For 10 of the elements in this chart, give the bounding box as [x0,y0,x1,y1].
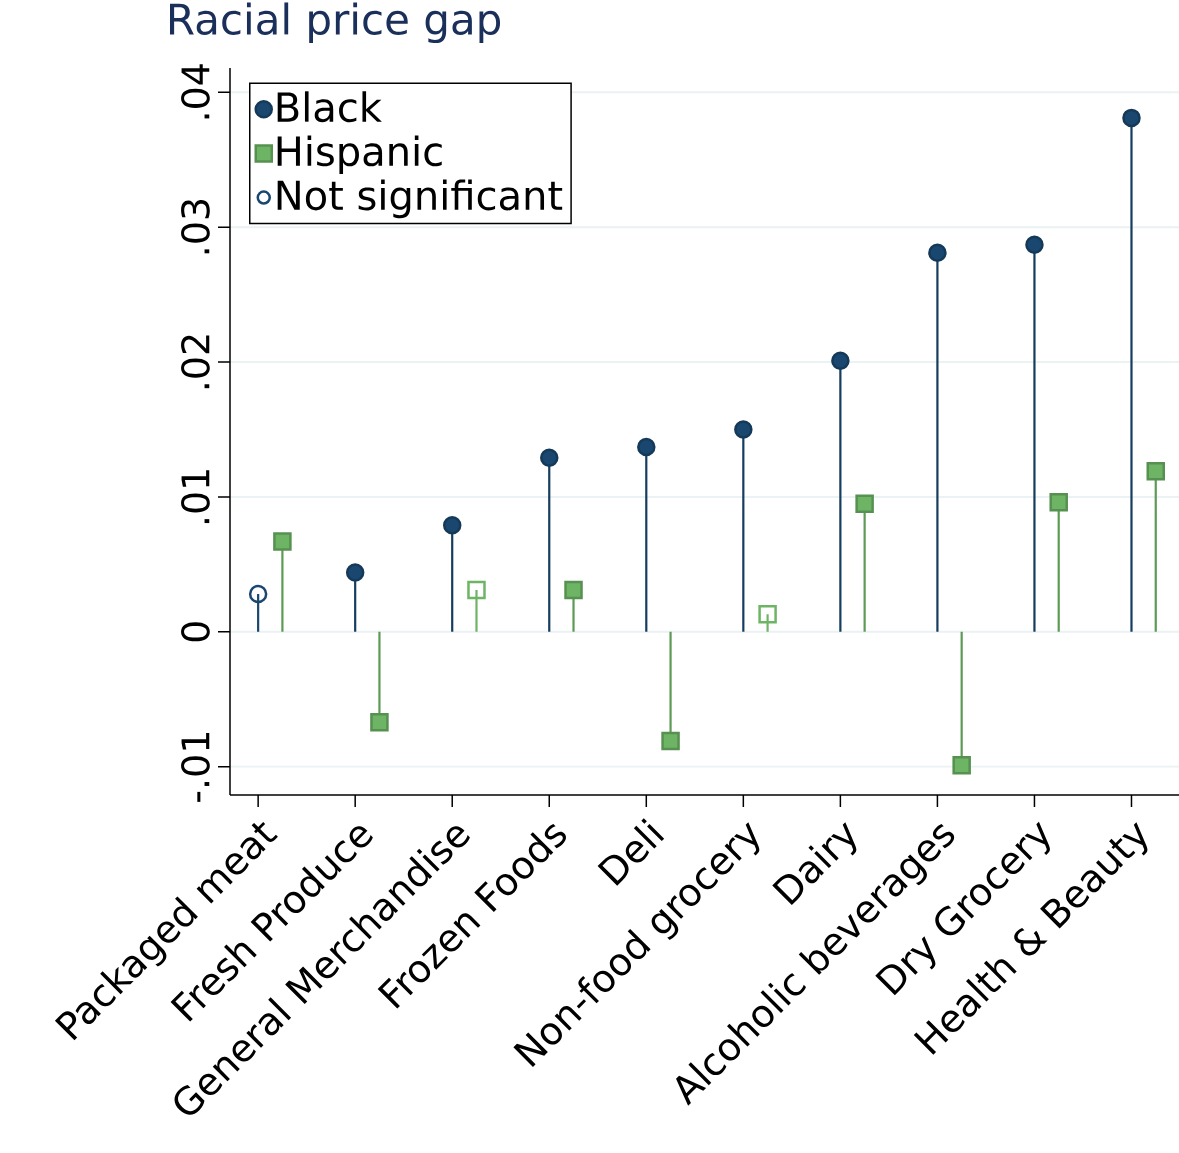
y-tick-label: .04 [181,64,210,119]
y-tick-label: .02 [181,335,210,389]
legend-label: Not significant [277,179,563,219]
y-tick-label: -.01 [181,733,210,802]
y-tick-label: .03 [181,199,210,254]
chart-title: Racial price gap [169,2,501,44]
y-tick-label: .01 [181,470,210,524]
legend-label: Hispanic [277,135,442,175]
y-tick-label: 0 [181,622,210,642]
legend-label: Black [277,91,382,123]
